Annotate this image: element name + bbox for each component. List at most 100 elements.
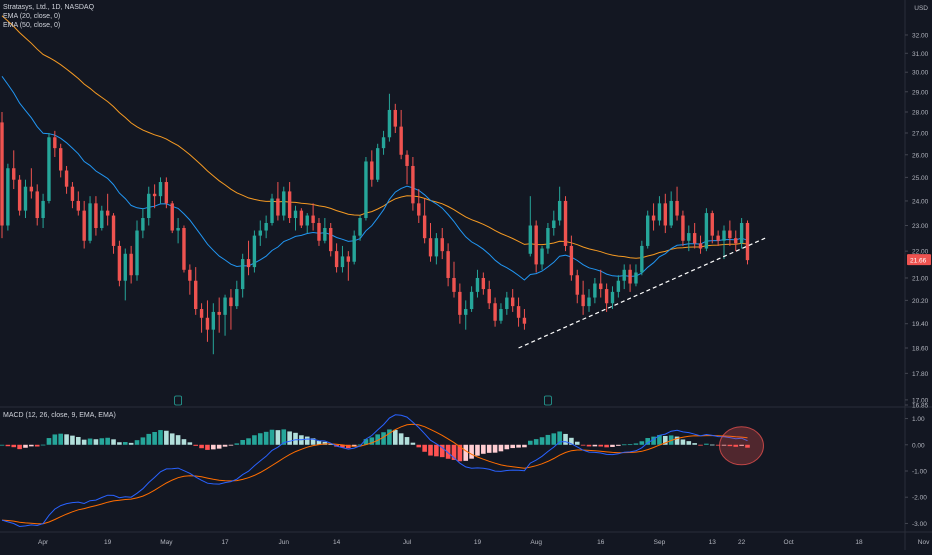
macd-hist-bar bbox=[81, 439, 87, 445]
macd-hist-bar bbox=[698, 444, 703, 446]
macd-hist-bar bbox=[310, 438, 316, 445]
macd-tick-label: 0.00 bbox=[912, 442, 925, 449]
macd-hist-bar bbox=[645, 438, 650, 445]
candle-body bbox=[745, 222, 750, 261]
macd-hist-bar bbox=[34, 444, 40, 447]
candle-body bbox=[370, 161, 374, 180]
time-tick-label: Sep bbox=[654, 539, 666, 546]
price-tick-label: 22.00 bbox=[912, 249, 929, 256]
macd-hist-bar bbox=[486, 444, 492, 453]
candle-body bbox=[141, 218, 145, 231]
price-tick-label: 18.60 bbox=[912, 345, 929, 352]
macd-hist-bar bbox=[704, 443, 709, 445]
macd-hist-bar bbox=[533, 439, 539, 445]
macd-hist-bar bbox=[234, 443, 240, 445]
macd-hist-bar bbox=[539, 437, 545, 445]
signal-line-path bbox=[1, 423, 748, 525]
macd-hist-bar bbox=[375, 434, 380, 445]
candle-body bbox=[311, 215, 315, 223]
macd-hist-bar bbox=[140, 437, 146, 445]
candle-body bbox=[76, 200, 81, 211]
candle-body bbox=[6, 168, 10, 226]
macd-hist-bar bbox=[410, 442, 416, 445]
time-axis[interactable]: Apr 19 May 17 Jun 14 Jul 19 Aug 16 Sep 13 22 Oct 18 Nov bbox=[38, 539, 930, 546]
macd-hist-bar bbox=[651, 436, 656, 445]
price-tick-label: 16.85 bbox=[912, 403, 929, 410]
macd-hist-bar bbox=[528, 440, 533, 445]
legend-symbol[interactable]: Stratasys, Ltd., 1D, NASDAQ bbox=[3, 4, 95, 11]
candle-body bbox=[35, 191, 39, 219]
last-price-label: 21.66 bbox=[910, 258, 927, 265]
trendline[interactable] bbox=[518, 237, 766, 349]
candle-body bbox=[123, 253, 127, 281]
time-tick-label: Jun bbox=[279, 539, 290, 546]
candle-body bbox=[235, 289, 239, 307]
candle-body bbox=[381, 137, 386, 149]
macd-hist-bar bbox=[516, 444, 521, 448]
candle-body bbox=[657, 203, 662, 221]
candle-body bbox=[194, 280, 198, 310]
candle-body bbox=[575, 275, 579, 295]
event-marker bbox=[544, 395, 552, 406]
macd-hist-bar bbox=[340, 444, 345, 448]
macd-hist-bar bbox=[504, 444, 510, 450]
macd-hist-bar bbox=[23, 444, 28, 448]
candle-body bbox=[428, 238, 433, 257]
macd-hist-bar bbox=[275, 430, 281, 445]
candle-body bbox=[698, 243, 703, 249]
macd-axis[interactable]: 1.00 0.00 -1.00 -2.00 -3.00 bbox=[905, 416, 927, 528]
candle-body bbox=[70, 186, 75, 201]
macd-hist-bar bbox=[211, 444, 216, 450]
legend-ema50[interactable]: EMA (50, close, 0) bbox=[3, 22, 61, 29]
candle-body bbox=[346, 256, 351, 262]
event-markers[interactable] bbox=[174, 395, 552, 406]
price-tick-label: 26.00 bbox=[912, 152, 929, 159]
macd-hist-bar bbox=[392, 429, 398, 445]
macd-hist-bar bbox=[434, 444, 439, 457]
candle-body bbox=[47, 137, 51, 201]
macd-hist-bar bbox=[727, 444, 733, 447]
highlight-circle bbox=[718, 426, 764, 466]
macd-hist-bar bbox=[146, 433, 152, 445]
macd-hist-bar bbox=[551, 433, 557, 445]
macd-hist-bar bbox=[522, 444, 527, 448]
legend-macd-label[interactable]: MACD (12, 26, close, 9, EMA, EMA) bbox=[3, 412, 116, 419]
price-tick-label: 17.80 bbox=[912, 371, 929, 378]
candle-body bbox=[182, 228, 186, 270]
candle-body bbox=[475, 277, 480, 292]
macd-hist-bar bbox=[404, 437, 410, 445]
macd-hist-bar bbox=[586, 444, 592, 447]
candle-body bbox=[252, 235, 257, 268]
macd-hist-bar bbox=[363, 439, 369, 445]
macd-hist-bar bbox=[680, 439, 686, 445]
candle-body bbox=[681, 215, 685, 241]
candle-body bbox=[728, 230, 732, 239]
macd-hist-bar bbox=[739, 444, 744, 446]
candle-body bbox=[287, 191, 292, 219]
candle-body bbox=[669, 200, 673, 226]
candle-body bbox=[417, 203, 421, 216]
candle-body bbox=[646, 215, 650, 246]
macd-hist-bar bbox=[422, 444, 427, 452]
macd-lines bbox=[1, 414, 748, 528]
candle-body bbox=[481, 277, 486, 290]
macd-hist-bar bbox=[40, 444, 46, 446]
candle-body bbox=[587, 297, 591, 307]
candle-body bbox=[458, 291, 462, 315]
macd-hist-bar bbox=[692, 443, 697, 445]
candle-body bbox=[29, 186, 34, 192]
candle-body bbox=[734, 238, 738, 244]
time-tick-label: 14 bbox=[333, 539, 341, 546]
price-axis[interactable]: 32.00 31.00 30.00 29.00 28.00 27.00 26.00 25.00… bbox=[905, 32, 931, 410]
candle-body bbox=[452, 277, 456, 292]
legend-ema20[interactable]: EMA (20, close, 0) bbox=[3, 13, 61, 20]
candle-body bbox=[0, 122, 4, 226]
price-tick-label: 23.00 bbox=[912, 223, 929, 230]
candle-body bbox=[716, 235, 720, 241]
macd-hist-bar bbox=[657, 434, 662, 445]
macd-hist-bar bbox=[216, 444, 222, 449]
legend-macd: MACD (12, 26, close, 9, EMA, EMA) bbox=[3, 411, 116, 420]
candle-body bbox=[188, 269, 192, 281]
